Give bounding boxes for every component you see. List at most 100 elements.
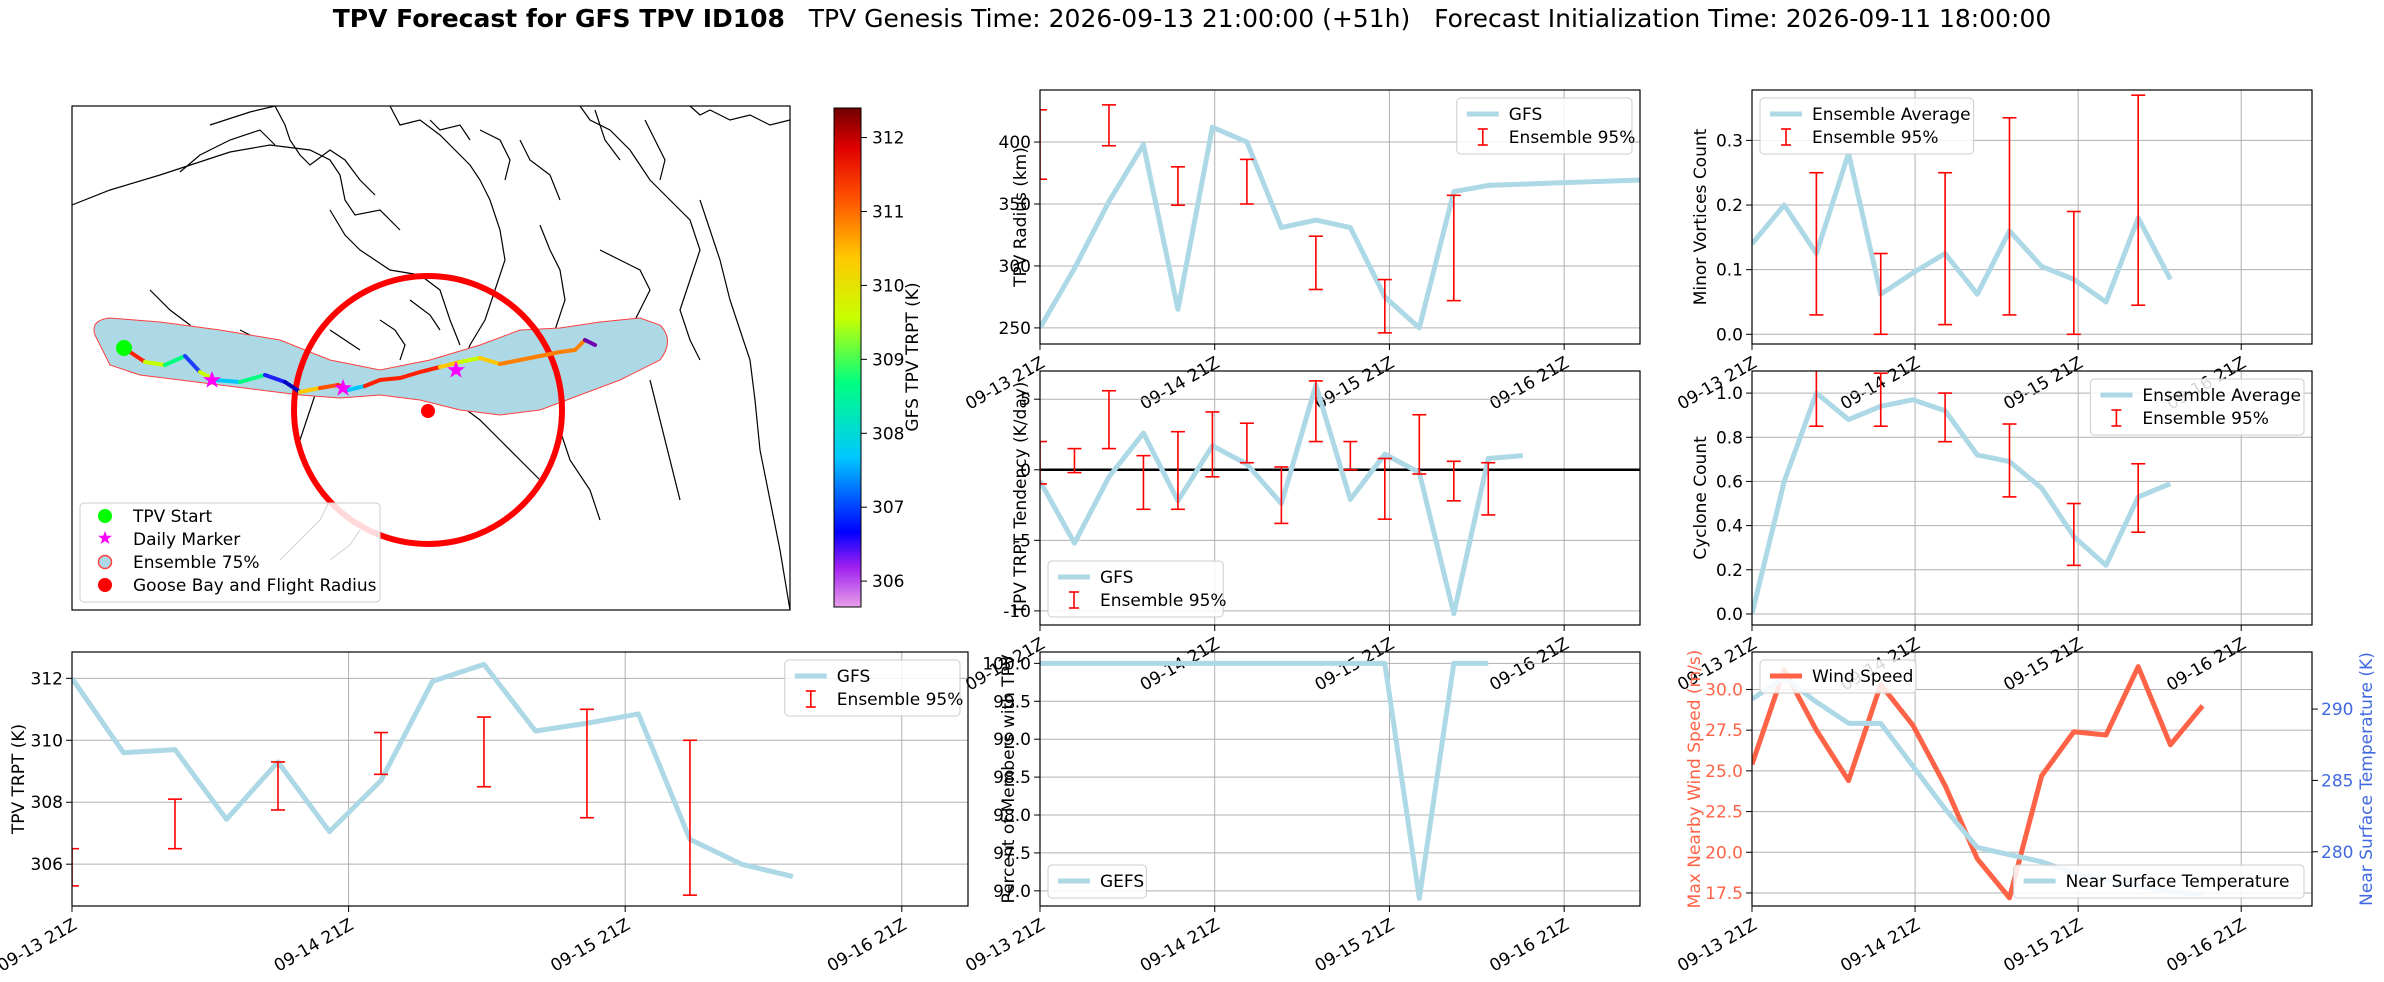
y-axis-label: TPV Radius (km) bbox=[1011, 147, 1031, 288]
errorbar bbox=[72, 847, 79, 887]
legend-goose-bay-icon bbox=[98, 578, 112, 592]
y-tick-label: 0.4 bbox=[1716, 517, 1743, 537]
x-tick-label: 09-15 21Z bbox=[2000, 353, 2086, 414]
colorbar-ticks: 306 307 308 309 310 311 312 bbox=[861, 129, 904, 592]
right-y-tick-label: 285 bbox=[2321, 771, 2353, 791]
legend: GFS Ensemble 95% bbox=[1047, 560, 1227, 618]
legend: Near Surface Temperature bbox=[2013, 864, 2305, 899]
y-tick-label: 310 bbox=[31, 731, 63, 751]
y-tick-label: 400 bbox=[999, 133, 1031, 153]
errorbar bbox=[1101, 389, 1116, 450]
legend-label: Wind Speed bbox=[1812, 667, 1913, 687]
y-tick-label: 0.3 bbox=[1716, 131, 1743, 151]
legend-daily-marker-icon bbox=[98, 531, 112, 544]
colorbar-tick-label: 310 bbox=[872, 276, 904, 296]
colorbar-tick-label: 308 bbox=[872, 424, 904, 444]
y-tick-label: 99.0 bbox=[993, 730, 1031, 750]
y-axis-label: Percent of Members with TPV bbox=[999, 654, 1019, 903]
errorbar bbox=[579, 708, 594, 819]
errorbar bbox=[270, 761, 285, 811]
y-tick-label: 98.5 bbox=[993, 768, 1031, 788]
y-tick-label: -10 bbox=[1003, 602, 1031, 622]
errorbar bbox=[1040, 109, 1047, 181]
errorbar bbox=[1873, 372, 1888, 428]
legend-daily-marker: Daily Marker bbox=[133, 530, 240, 550]
x-tick-label: 09-16 21Z bbox=[824, 915, 910, 976]
errorbar bbox=[1067, 447, 1082, 474]
map-coastlines bbox=[72, 106, 790, 610]
x-tick-label: 09-16 21Z bbox=[1486, 634, 1572, 695]
y-axis-label: TPV TRPT Tendency (K/day) bbox=[1011, 382, 1031, 616]
errorbar bbox=[1170, 430, 1185, 511]
errorbar bbox=[1873, 252, 1888, 336]
legend-label: GFS bbox=[1509, 105, 1542, 125]
legend-label: GEFS bbox=[1100, 872, 1144, 892]
y-tick-label: 0.8 bbox=[1716, 428, 1743, 448]
plot-frame bbox=[1751, 651, 2313, 907]
flight-radius-circle bbox=[291, 273, 565, 547]
legend-label: Ensemble 95% bbox=[1100, 591, 1227, 611]
colorbar: 306 307 308 309 310 311 312 GFS TPV TRPT (K) bbox=[833, 107, 923, 608]
y-tick-label: 250 bbox=[999, 319, 1031, 339]
tpv-start-marker bbox=[116, 340, 132, 356]
x-tick-label: 09-13 21Z bbox=[962, 915, 1048, 976]
plot-area bbox=[1040, 380, 1640, 617]
errorbar bbox=[1809, 171, 1824, 316]
legend: GFS Ensemble 95% bbox=[1456, 97, 1636, 155]
legend-box bbox=[1047, 864, 1147, 899]
right-y-axis-label: Near Surface Temperature (K) bbox=[2357, 652, 2377, 906]
x-tick-label: 09-16 21Z bbox=[2163, 915, 2249, 976]
map-panel: TPV Start Daily Marker Ensemble 75% Goos… bbox=[71, 105, 923, 611]
title-init: Forecast Initialization Time: 2026-09-11… bbox=[1434, 4, 2052, 33]
y-tick-label: 27.5 bbox=[1705, 721, 1743, 741]
figure-title: TPV Forecast for GFS TPV ID108 TPV Genes… bbox=[0, 4, 2384, 33]
legend-goose-bay: Goose Bay and Flight Radius bbox=[133, 576, 377, 596]
x-tick-label: 09-15 21Z bbox=[2000, 634, 2086, 695]
map-legend: TPV Start Daily Marker Ensemble 75% Goos… bbox=[79, 502, 381, 603]
legend-label: Ensemble 95% bbox=[1509, 128, 1636, 148]
x-tick-label: 09-13 21Z bbox=[962, 353, 1048, 414]
errorbar bbox=[476, 716, 491, 788]
errorbar bbox=[2002, 423, 2017, 498]
errorbar bbox=[1274, 466, 1289, 525]
y-tick-label: 300 bbox=[999, 257, 1031, 277]
errorbar bbox=[2131, 94, 2146, 307]
y-tick-label: 20.0 bbox=[1705, 843, 1743, 863]
y-tick-label: 308 bbox=[31, 793, 63, 813]
errorbar bbox=[1446, 194, 1461, 302]
legend: Wind Speed bbox=[1759, 659, 1917, 694]
legend-box bbox=[1047, 560, 1224, 618]
series-line-gfs bbox=[72, 661, 794, 880]
legend-box bbox=[2013, 864, 2305, 899]
y-tick-label: 25.0 bbox=[1705, 762, 1743, 782]
x-tick-label: 09-16 21Z bbox=[1486, 915, 1572, 976]
x-tick-label: 09-14 21Z bbox=[271, 915, 357, 976]
y-tick-label: 97.0 bbox=[993, 882, 1031, 902]
series-line-wind-speed bbox=[1752, 664, 2205, 901]
legend-label: Ensemble 95% bbox=[1812, 128, 1939, 148]
colorbar-label: GFS TPV TRPT (K) bbox=[903, 282, 923, 431]
series-line-ensemble-average bbox=[1752, 390, 2172, 615]
errorbar bbox=[1170, 166, 1185, 207]
colorbar-tick-label: 311 bbox=[872, 202, 904, 222]
y-tick-label: 5 bbox=[1020, 390, 1031, 410]
plot-frame bbox=[71, 651, 969, 907]
errorbar bbox=[2066, 210, 2081, 336]
tpv-track bbox=[122, 338, 597, 394]
y-tick-label: 17.5 bbox=[1705, 884, 1743, 904]
series-line-gefs bbox=[1040, 660, 1489, 901]
x-tick-label: 09-14 21Z bbox=[1137, 915, 1223, 976]
legend: Ensemble Average Ensemble 95% bbox=[2089, 378, 2305, 436]
plot-frame bbox=[1039, 89, 1641, 345]
x-tick-label: 09-15 21Z bbox=[1312, 353, 1398, 414]
title-genesis: TPV Genesis Time: 2026-09-13 21:00:00 (+… bbox=[808, 4, 1411, 33]
daily-marker bbox=[334, 379, 352, 396]
right-y-tick-label: 280 bbox=[2321, 843, 2353, 863]
y-tick-label: 0.2 bbox=[1716, 561, 1743, 581]
ensemble-75-area bbox=[93, 317, 668, 416]
legend: GFS Ensemble 95% bbox=[784, 659, 963, 717]
radius-chart: 250 300 350 400 09-13 21Z 09-14 21Z 09-15 21Z 0… bbox=[962, 89, 1641, 414]
x-tick-label: 09-16 21Z bbox=[2163, 634, 2249, 695]
errorbar bbox=[1377, 457, 1392, 520]
